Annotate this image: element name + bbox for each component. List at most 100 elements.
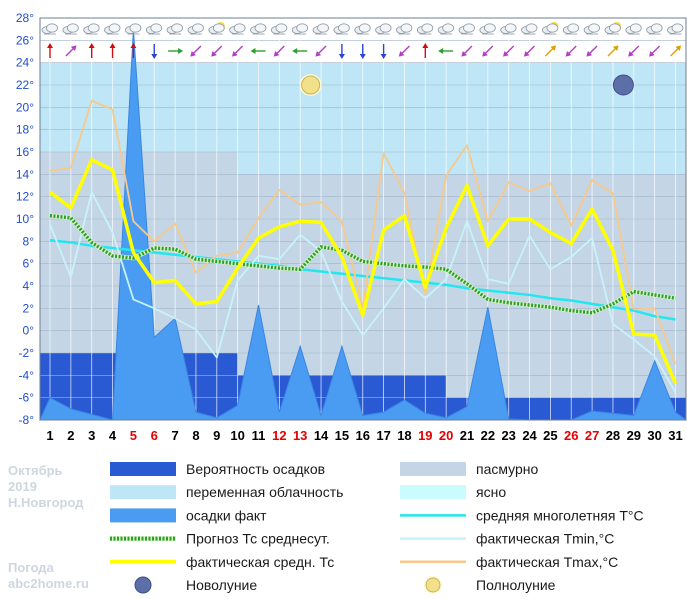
y-tick-label: 10° <box>16 212 34 226</box>
wind-arrow-icon <box>438 48 454 54</box>
x-tick-label: 21 <box>460 428 474 443</box>
legend-item-forecast: Прогноз Тс среднесут. <box>110 531 330 547</box>
x-tick-label: 9 <box>213 428 220 443</box>
precip-fact-area <box>39 29 687 421</box>
x-tick-label: 27 <box>585 428 599 443</box>
cloud-icon <box>646 23 663 35</box>
forecast-line-bg <box>49 213 676 316</box>
cloud-icon <box>396 23 413 35</box>
y-tick-label: 26° <box>16 33 34 47</box>
x-tick-label: 30 <box>647 428 661 443</box>
wind-arrow-icon <box>670 45 682 57</box>
legend-label: переменная облачность <box>186 484 343 500</box>
x-tick-label: 16 <box>356 428 370 443</box>
cloud-icon <box>270 23 288 35</box>
moons <box>299 74 634 96</box>
x-tick-label: 10 <box>230 428 244 443</box>
cloud-icon <box>250 23 267 35</box>
x-tick-label: 22 <box>481 428 495 443</box>
wind-arrow-icon <box>273 45 285 57</box>
side-info: Октябрь 2019 Н.Новгород <box>8 463 83 511</box>
y-tick-label: 24° <box>16 56 34 70</box>
legend-label: средняя многолетняя T°C <box>476 507 644 523</box>
legend-item-precip_fact: осадки факт <box>110 507 267 523</box>
legend-swatch <box>400 462 466 476</box>
x-tick-label: 13 <box>293 428 307 443</box>
cloud-icon <box>83 23 100 35</box>
cloud-icon <box>104 23 121 35</box>
y-tick-label: 16° <box>16 145 34 159</box>
wind-arrow-icon <box>151 44 158 59</box>
legend-label: Прогноз Тс среднесут. <box>186 531 330 547</box>
x-tick-label: 1 <box>46 428 53 443</box>
watermark-line2: abc2home.ru <box>8 576 89 591</box>
legend-item-precip_prob: Вероятность осадков <box>110 461 325 477</box>
wind-arrow-icon <box>109 43 116 58</box>
x-tick-label: 23 <box>501 428 515 443</box>
side-month: Октябрь <box>8 463 63 478</box>
x-tick-label: 25 <box>543 428 557 443</box>
y-tick-label: 2° <box>23 301 35 315</box>
x-tick-label: 8 <box>192 428 199 443</box>
legend-swatch <box>110 462 176 476</box>
cloud-icon <box>312 23 329 35</box>
full-moon-icon <box>425 577 441 593</box>
wind-arrow-icon <box>503 45 515 57</box>
variable-band <box>237 152 686 175</box>
wind-arrow-icon <box>648 45 661 57</box>
wind-arrow-icon <box>130 43 137 58</box>
y-tick-label: 8° <box>23 234 35 248</box>
wind-arrow-icon <box>586 45 598 57</box>
weather-icon-row <box>41 22 684 35</box>
y-tick-label: 4° <box>23 279 35 293</box>
wind-arrow-icon <box>315 45 327 57</box>
cloud-icon <box>500 23 517 35</box>
y-tick-label: 12° <box>16 190 34 204</box>
y-tick-label: -2° <box>19 346 35 360</box>
side-year: 2019 <box>8 479 37 494</box>
cloud-icon <box>375 23 392 35</box>
wind-arrow-icon <box>398 45 410 57</box>
cloud-icon <box>437 23 455 35</box>
precip-fact-polygon <box>39 29 687 421</box>
cloud-icon <box>62 23 79 35</box>
y-tick-label: 18° <box>16 123 34 137</box>
legend-label: ясно <box>476 484 506 500</box>
wind-arrow-icon <box>607 45 619 57</box>
x-tick-label: 29 <box>627 428 641 443</box>
x-tick-label: 3 <box>88 428 95 443</box>
legend-item-tavg: фактическая средн. Тс <box>110 554 334 570</box>
tmin-line <box>49 191 677 393</box>
x-tick-label: 5 <box>130 428 137 443</box>
wind-arrow-icon <box>168 48 184 54</box>
legend-item-new_moon: Новолуние <box>134 576 257 594</box>
wind-arrow-icon <box>65 45 77 57</box>
x-tick-label: 2 <box>67 428 74 443</box>
y-tick-label: 20° <box>16 100 34 114</box>
tavg-line <box>48 158 678 384</box>
y-tick-label: -8° <box>19 413 35 427</box>
wind-arrow-icon <box>544 45 557 57</box>
full-moon-icon <box>301 75 321 95</box>
y-tick-label: -6° <box>19 391 35 405</box>
y-tick-label: 0° <box>23 324 35 338</box>
sun-cloud-icon <box>604 22 621 35</box>
x-axis: 1 2 3 4 5 6 7 8 9 10 11 12 13 14 15 16 17 18 19 20 21 22 23 24 2… <box>46 428 682 443</box>
y-tick-label: 22° <box>16 78 34 92</box>
new-moon-icon <box>134 576 152 594</box>
wind-arrow-icon <box>88 43 95 58</box>
legend-swatch <box>110 485 176 500</box>
cloud-icon <box>229 23 246 35</box>
cloud-icon <box>458 23 475 35</box>
legend-label: Вероятность осадков <box>186 461 325 477</box>
cloud-icon <box>583 23 600 35</box>
cloud-icon <box>667 23 684 35</box>
legend-label: осадки факт <box>186 507 267 523</box>
legend-label: фактическая средн. Тс <box>186 554 334 570</box>
x-tick-label: 4 <box>109 428 117 443</box>
cloud-icon <box>521 23 538 35</box>
legend-item-tmax: фактическая Tmax,°C <box>400 554 618 570</box>
legend-label: пасмурно <box>476 461 539 477</box>
wind-arrow-icon <box>211 45 223 57</box>
legend-item-variable: переменная облачность <box>110 484 343 500</box>
